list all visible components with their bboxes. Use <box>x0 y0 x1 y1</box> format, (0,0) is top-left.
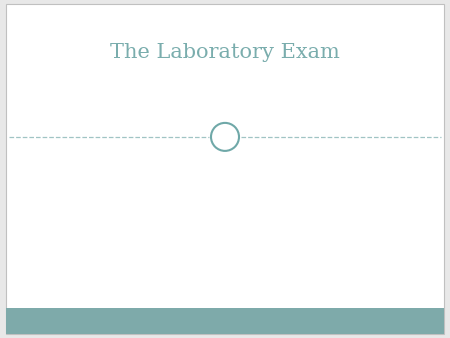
Text: The Laboratory Exam: The Laboratory Exam <box>110 43 340 62</box>
